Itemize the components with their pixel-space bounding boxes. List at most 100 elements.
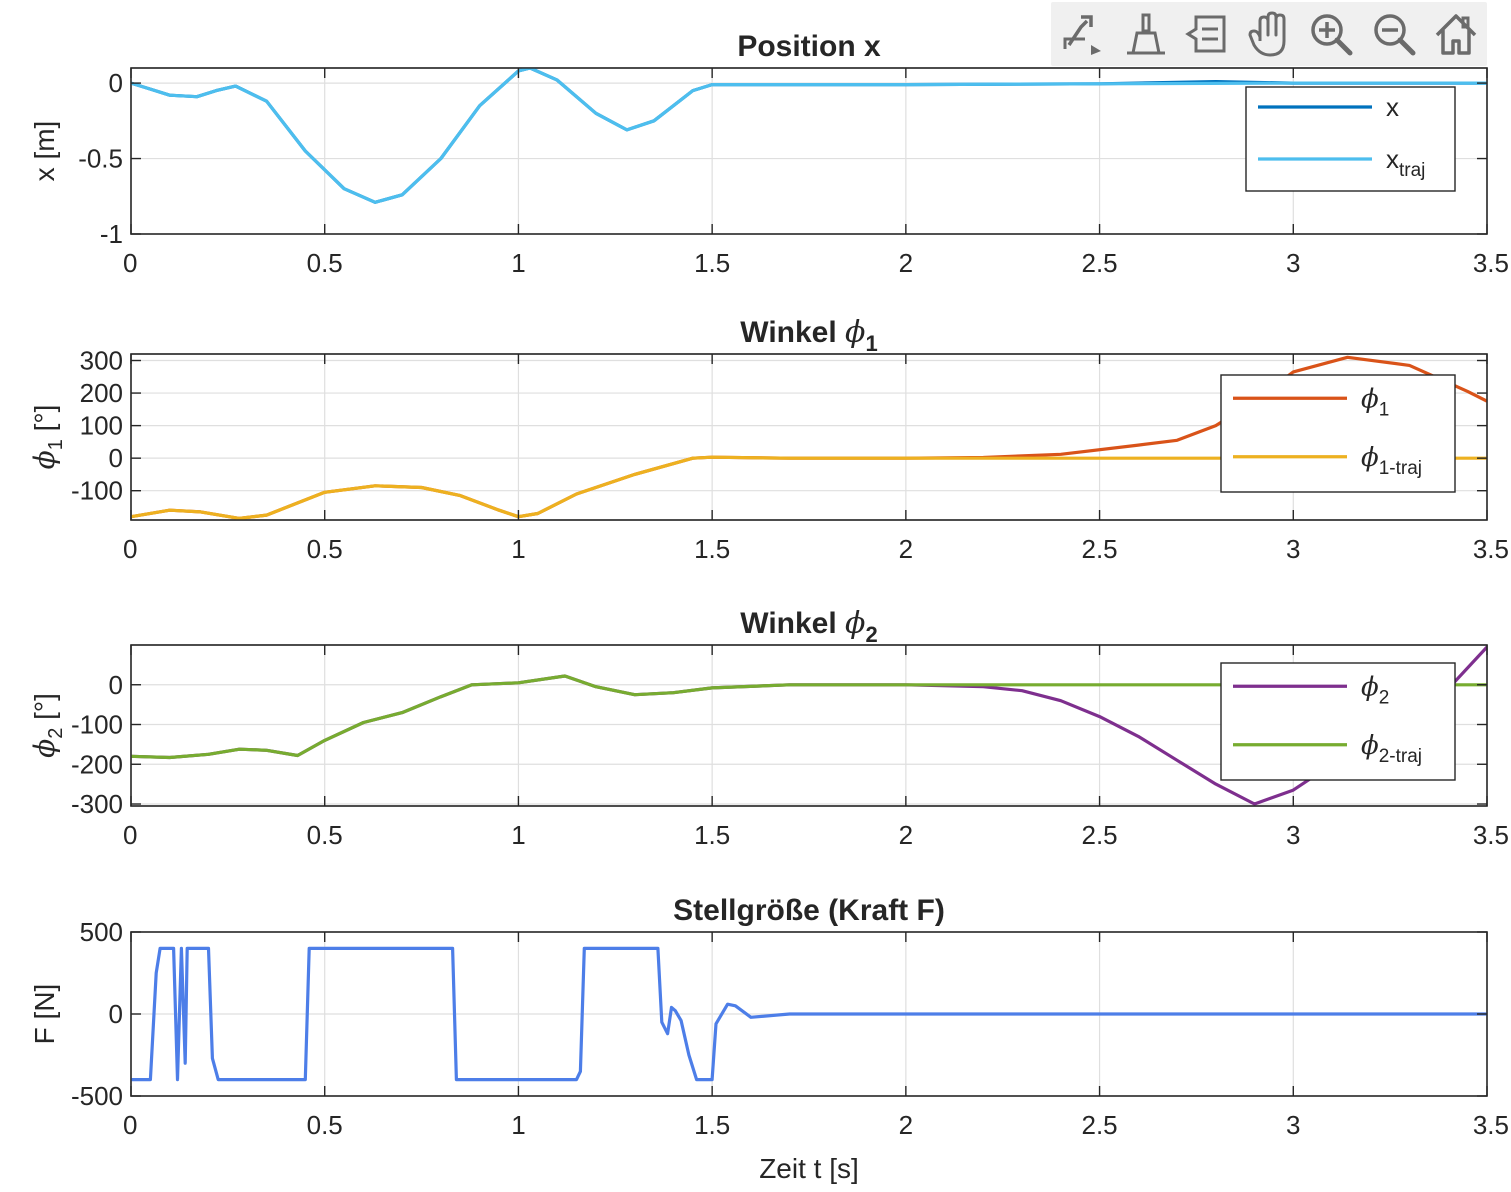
zoom-in-button[interactable] bbox=[1305, 6, 1357, 62]
x-tick-label: 0 bbox=[123, 248, 137, 278]
y-tick-label: 0 bbox=[109, 68, 123, 98]
legend-entry: xtraj bbox=[1386, 144, 1425, 181]
pan-button[interactable] bbox=[1243, 6, 1295, 62]
x-axis-label: Zeit t [s] bbox=[759, 1153, 859, 1184]
x-tick-label: 3.5 bbox=[1473, 820, 1509, 850]
home-icon bbox=[1435, 14, 1477, 55]
legend-entry: ϕ2-traj bbox=[1361, 731, 1422, 767]
title-subscript: 1 bbox=[865, 331, 877, 356]
y-axis-label: ϕ2 [°] bbox=[28, 693, 67, 758]
home-button[interactable] bbox=[1430, 6, 1482, 62]
legend-entry-subscript: 1 bbox=[1379, 399, 1390, 420]
y-tick-label: 200 bbox=[80, 378, 123, 408]
title-text: Stellgröße (Kraft F) bbox=[673, 894, 945, 927]
x-tick-label: 3.5 bbox=[1473, 534, 1509, 564]
legend-entry-name: ϕ bbox=[1361, 384, 1379, 414]
x-tick-label: 0 bbox=[123, 820, 137, 850]
x-tick-label: 2 bbox=[899, 820, 913, 850]
y-axis-label: x [m] bbox=[29, 121, 60, 182]
x-tick-label: 2.5 bbox=[1081, 248, 1117, 278]
x-tick-label: 3 bbox=[1286, 1110, 1300, 1140]
subplot-title: Position x bbox=[737, 30, 881, 63]
subplot-title: Winkel ϕ1 bbox=[740, 315, 877, 356]
brush-icon bbox=[1127, 13, 1166, 55]
subplot-title: Stellgröße (Kraft F) bbox=[673, 894, 945, 927]
y-tick-label: -0.5 bbox=[78, 144, 123, 174]
x-tick-label: 1 bbox=[511, 248, 525, 278]
y-label-symbol: ϕ bbox=[28, 739, 61, 758]
x-tick-label: 0 bbox=[123, 534, 137, 564]
y-label-subscript: 1 bbox=[45, 439, 67, 450]
y-tick-label: -300 bbox=[71, 789, 123, 819]
subplot-1: 0 0.5 1 1.5 2 2.5 3 3.5 -1 -0.5 0 Position x x [m] xx… bbox=[29, 30, 1509, 278]
legend-entry: ϕ2 bbox=[1361, 672, 1389, 708]
x-tick-label: 2.5 bbox=[1081, 1110, 1117, 1140]
y-axis-label: F [N] bbox=[29, 984, 60, 1045]
axes-toolbar bbox=[1051, 2, 1487, 66]
brush-button[interactable] bbox=[1118, 6, 1170, 62]
x-tick-label: 3 bbox=[1286, 248, 1300, 278]
title-subscript: 2 bbox=[865, 622, 877, 647]
legend-box bbox=[1245, 86, 1456, 192]
y-tick-label: 0 bbox=[109, 443, 123, 473]
legend: x xtraj bbox=[1245, 86, 1456, 192]
legend-entry-subscript: 2-traj bbox=[1379, 746, 1422, 767]
title-symbol: ϕ bbox=[845, 315, 865, 350]
y-tick-label: 500 bbox=[80, 917, 123, 947]
x-tick-label: 1 bbox=[511, 820, 525, 850]
export-icon bbox=[1063, 15, 1102, 55]
x-tick-label: 3 bbox=[1286, 534, 1300, 564]
y-axis-label: ϕ1 [°] bbox=[28, 405, 67, 470]
x-tick-label: 3.5 bbox=[1473, 1110, 1509, 1140]
export-button[interactable] bbox=[1056, 6, 1108, 62]
series-line-4-1 bbox=[131, 946, 1487, 1082]
x-tick-label: 2.5 bbox=[1081, 820, 1117, 850]
legend-entry-name: ϕ bbox=[1361, 672, 1379, 702]
x-tick-label: 3 bbox=[1286, 820, 1300, 850]
title-symbol: ϕ bbox=[845, 606, 865, 641]
title-text: Winkel bbox=[740, 316, 845, 349]
y-tick-label: 100 bbox=[80, 411, 123, 441]
legend-entry-subscript: 1-traj bbox=[1379, 458, 1422, 479]
legend-entry-subscript: 2 bbox=[1379, 687, 1390, 708]
data-tips-button[interactable] bbox=[1181, 6, 1233, 62]
zoom-out-button[interactable] bbox=[1368, 6, 1420, 62]
y-tick-label: -100 bbox=[71, 476, 123, 506]
x-tick-label: 1.5 bbox=[694, 534, 730, 564]
x-tick-label: 0.5 bbox=[307, 248, 343, 278]
x-tick-label: 2.5 bbox=[1081, 534, 1117, 564]
axes-box bbox=[130, 353, 1488, 521]
y-label-subscript: 2 bbox=[45, 728, 67, 739]
y-label-unit: [°] bbox=[29, 405, 60, 440]
legend-entry-name: ϕ bbox=[1361, 443, 1379, 473]
y-tick-label: 300 bbox=[80, 346, 123, 376]
x-tick-label: 1.5 bbox=[694, 1110, 730, 1140]
title-text: Position x bbox=[737, 30, 881, 63]
y-tick-label: -200 bbox=[71, 749, 123, 779]
x-tick-label: 2 bbox=[899, 534, 913, 564]
y-tick-label: -1 bbox=[100, 219, 123, 249]
legend-entry-name: ϕ bbox=[1361, 731, 1379, 761]
title-text: Winkel bbox=[740, 607, 845, 640]
legend-entry-subscript: traj bbox=[1399, 160, 1425, 181]
x-tick-label: 2 bbox=[899, 1110, 913, 1140]
legend-entry: ϕ1-traj bbox=[1361, 443, 1422, 479]
zoom-out-icon bbox=[1373, 14, 1416, 56]
x-tick-label: 1.5 bbox=[694, 820, 730, 850]
legend-entry: x bbox=[1386, 92, 1399, 122]
y-label-unit: [°] bbox=[29, 693, 60, 728]
series-line-1-2 bbox=[131, 68, 1487, 204]
subplot-title: Winkel ϕ2 bbox=[740, 606, 877, 647]
y-tick-label: -100 bbox=[71, 710, 123, 740]
y-label-symbol: ϕ bbox=[28, 450, 61, 469]
legend-box bbox=[1220, 662, 1456, 781]
x-tick-label: 1 bbox=[511, 1110, 525, 1140]
pan-hand-icon bbox=[1248, 11, 1286, 57]
y-tick-label: 0 bbox=[109, 999, 123, 1029]
